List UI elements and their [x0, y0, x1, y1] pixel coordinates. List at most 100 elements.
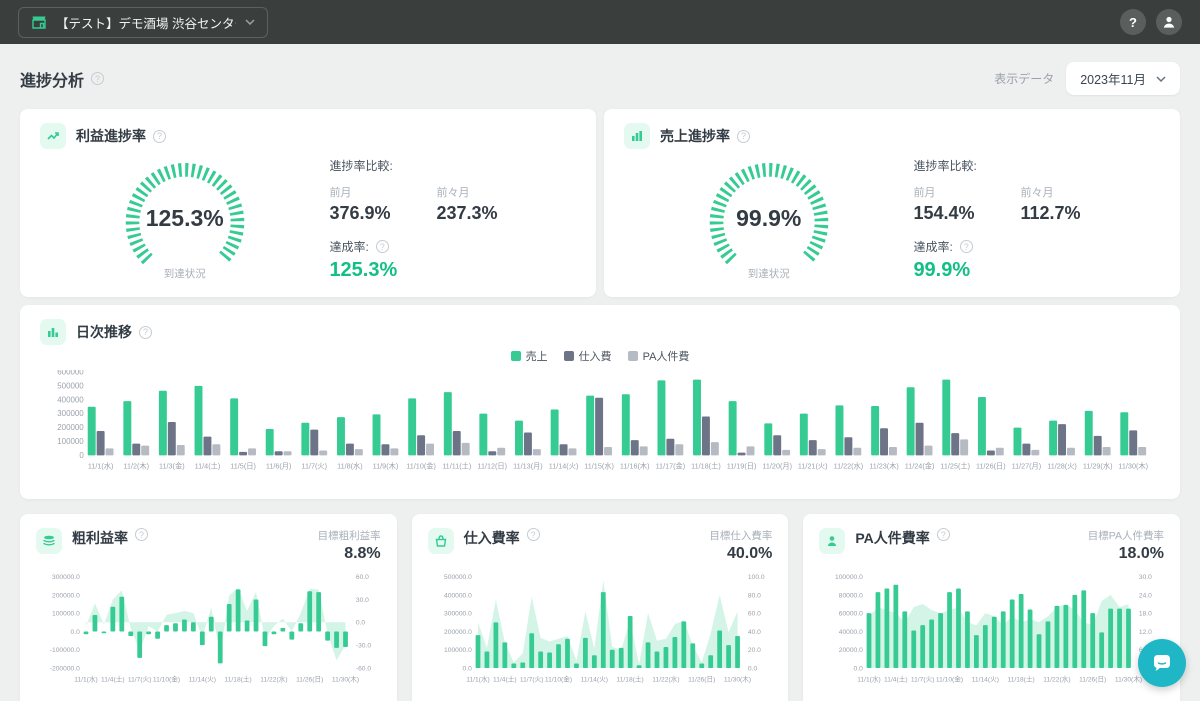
svg-text:300000: 300000: [57, 409, 84, 418]
prev-prev-month-value: 112.7%: [1020, 203, 1081, 223]
comparison-label: 進捗率比較:: [329, 159, 393, 173]
svg-text:11/14(火): 11/14(火): [580, 675, 607, 683]
svg-text:11/7(火): 11/7(火): [911, 675, 935, 683]
chevron-down-icon: [245, 19, 255, 25]
store-name: 【テスト】デモ酒場 渋谷センター街店: [56, 16, 236, 31]
svg-text:11/22(水): 11/22(水): [834, 461, 864, 470]
page-title: 進捗分析: [20, 72, 85, 90]
svg-text:11/2(木): 11/2(木): [123, 461, 149, 470]
chat-launcher-button[interactable]: [1138, 639, 1186, 687]
svg-text:11/4(土): 11/4(土): [101, 674, 125, 683]
svg-text:0.0: 0.0: [71, 629, 81, 636]
svg-text:80.0: 80.0: [748, 592, 761, 599]
svg-text:11/17(金): 11/17(金): [656, 461, 686, 470]
svg-text:11/28(火): 11/28(火): [1047, 461, 1077, 470]
svg-text:11/10(金): 11/10(金): [406, 461, 436, 470]
svg-text:80000.0: 80000.0: [839, 592, 863, 599]
info-icon[interactable]: ?: [153, 129, 166, 143]
svg-text:11/29(水): 11/29(水): [1083, 461, 1113, 470]
svg-text:11/7(火): 11/7(火): [520, 675, 544, 683]
svg-text:11/27(月): 11/27(月): [1012, 461, 1042, 470]
prev-prev-month-stat: 前々月 112.7%: [1020, 187, 1081, 223]
achievement-label: 達成率:: [913, 240, 953, 254]
svg-text:200000.0: 200000.0: [52, 592, 80, 599]
svg-text:300000.0: 300000.0: [52, 574, 80, 581]
store-icon: [31, 14, 47, 30]
svg-text:11/7(火): 11/7(火): [128, 675, 152, 683]
card-title: 仕入費率: [463, 530, 520, 546]
store-selector[interactable]: 【テスト】デモ酒場 渋谷センター街店: [18, 6, 268, 38]
info-icon[interactable]: ?: [135, 528, 148, 541]
svg-text:11/4(土): 11/4(土): [493, 674, 517, 683]
svg-text:400000: 400000: [57, 395, 84, 404]
svg-text:11/15(水): 11/15(水): [584, 461, 614, 470]
svg-text:11/14(火): 11/14(火): [972, 675, 999, 683]
gauge-value: 99.9%: [736, 204, 802, 231]
svg-text:11/26(日): 11/26(日): [296, 675, 323, 683]
legend-swatch: [627, 351, 638, 361]
svg-text:11/6(月): 11/6(月): [266, 461, 292, 470]
svg-text:100000: 100000: [57, 437, 84, 446]
info-icon[interactable]: ?: [936, 528, 950, 541]
card-title: PA人件費率: [855, 530, 930, 546]
info-icon[interactable]: ?: [737, 129, 750, 143]
svg-text:11/24(金): 11/24(金): [905, 461, 935, 470]
chart-legend: 売上 仕入費 PA人件費: [40, 348, 1160, 364]
bar-chart-icon: [40, 319, 66, 345]
svg-text:11/21(火): 11/21(火): [798, 461, 828, 470]
card-title: 粗利益率: [72, 530, 128, 546]
svg-text:11/30(木): 11/30(木): [1118, 461, 1148, 470]
target-value: 40.0%: [726, 545, 773, 562]
svg-text:11/5(日): 11/5(日): [230, 461, 256, 470]
sales-progress-card: 売上進捗率 ? 99.9% 到達状況 進捗率比較: 前月 154.4%: [604, 109, 1180, 297]
svg-text:12.0: 12.0: [1139, 629, 1152, 636]
svg-text:11/22(水): 11/22(水): [652, 674, 679, 683]
svg-text:11/13(月): 11/13(月): [513, 461, 543, 470]
svg-text:11/1(水): 11/1(水): [858, 674, 882, 683]
svg-text:300000.0: 300000.0: [444, 611, 472, 618]
target-value: 8.8%: [344, 545, 381, 562]
prev-prev-month-stat: 前々月 237.3%: [436, 187, 498, 223]
svg-text:40000.0: 40000.0: [839, 629, 863, 636]
svg-text:11/16(木): 11/16(木): [620, 461, 650, 470]
target-label: 目標仕入費率: [709, 530, 773, 542]
svg-text:400000.0: 400000.0: [444, 592, 472, 599]
svg-text:200000.0: 200000.0: [444, 629, 472, 636]
svg-text:18.0: 18.0: [1139, 611, 1152, 618]
svg-text:11/7(火): 11/7(火): [301, 461, 327, 470]
svg-text:100000.0: 100000.0: [835, 574, 863, 581]
svg-text:11/22(水): 11/22(水): [1044, 674, 1071, 683]
svg-text:0.0: 0.0: [462, 665, 472, 672]
daily-chart: 600000 500000 400000 300000 200000 100000 0 11/…: [57, 370, 1148, 470]
user-avatar[interactable]: [1156, 9, 1182, 35]
svg-text:11/18(土): 11/18(土): [616, 674, 643, 683]
svg-text:11/12(日): 11/12(日): [477, 461, 507, 470]
svg-text:0: 0: [79, 451, 84, 460]
trend-up-icon: [40, 123, 66, 149]
info-icon[interactable]: ?: [139, 325, 152, 339]
period-dropdown[interactable]: 2023年11月: [1066, 62, 1180, 95]
svg-text:60.0: 60.0: [356, 574, 369, 581]
labor-cost-chart: 100000.0 80000.0 60000.0 40000.0 20000.0 0.0 3…: [835, 574, 1152, 683]
prev-prev-month-value: 237.3%: [436, 203, 498, 223]
info-icon[interactable]: ?: [375, 240, 389, 253]
svg-text:30.0: 30.0: [1139, 574, 1152, 581]
svg-text:11/23(木): 11/23(木): [869, 461, 899, 470]
svg-text:11/25(土): 11/25(土): [940, 461, 970, 470]
svg-text:0.0: 0.0: [854, 665, 864, 672]
svg-text:30.0: 30.0: [356, 597, 369, 604]
svg-text:11/30(木): 11/30(木): [724, 674, 751, 683]
svg-text:11/19(日): 11/19(日): [727, 461, 757, 470]
purchase-cost-card: 仕入費率 ? 目標仕入費率 40.0% 500000.0 400000.0 3000…: [411, 514, 789, 701]
svg-text:200000: 200000: [57, 423, 84, 432]
gauge-caption: 到達状況: [163, 267, 206, 280]
svg-text:40.0: 40.0: [748, 629, 761, 636]
page-title-help-icon[interactable]: ?: [91, 72, 105, 85]
labor-cost-card: PA人件費率 ? 目標PA人件費率 18.0% 100000.0 80000.0 6…: [803, 514, 1180, 701]
info-icon[interactable]: ?: [526, 528, 540, 541]
svg-text:20.0: 20.0: [748, 647, 761, 654]
daily-trend-card: 日次推移 ? 売上 仕入費 PA人件費 600000 500000 400000 30…: [20, 305, 1180, 499]
help-button[interactable]: ?: [1120, 9, 1146, 35]
legend-swatch: [510, 351, 521, 361]
info-icon[interactable]: ?: [959, 240, 973, 253]
